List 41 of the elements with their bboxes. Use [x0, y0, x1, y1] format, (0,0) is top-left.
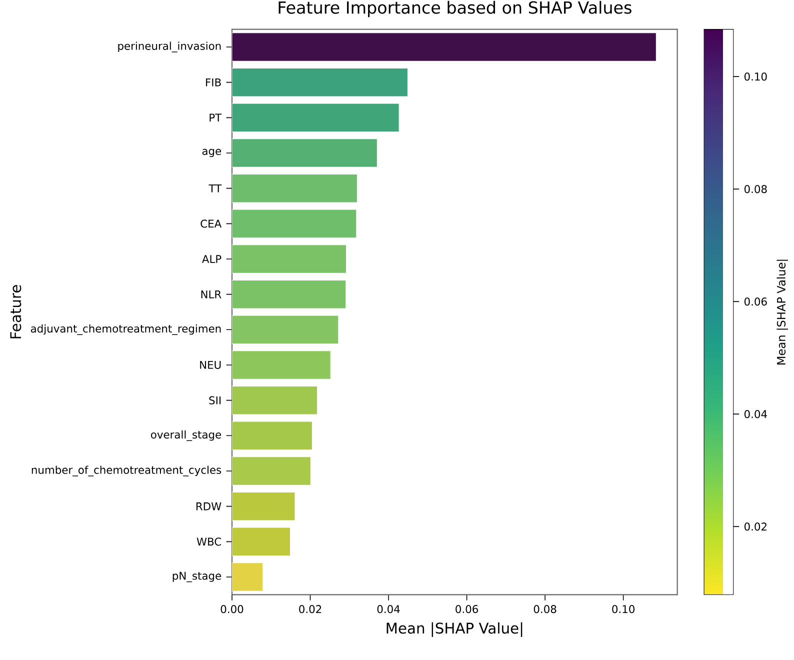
bar — [232, 68, 408, 97]
y-tick-label: number_of_chemotreatment_cycles — [32, 466, 222, 476]
y-tick-label: overall_stage — [150, 430, 222, 441]
color-bar-label: 0.04 — [744, 410, 767, 418]
x-tick-label: 0.04 — [377, 605, 400, 614]
color-bar-label: 0.10 — [744, 72, 767, 81]
x-tick-label: 0.06 — [456, 605, 478, 614]
y-tick-label: FIB — [206, 78, 221, 86]
bar — [232, 244, 347, 274]
bar — [232, 280, 346, 309]
y-tick-label: TT — [208, 184, 222, 192]
y-tick-label: adjuvant_chemotreatment_regimen — [30, 324, 221, 335]
y-tick-label: ALP — [202, 255, 222, 263]
x-tick-label: 0.02 — [299, 605, 322, 614]
x-tick-label: 0.00 — [220, 605, 244, 614]
bar — [232, 456, 311, 486]
color-bar-label: 0.08 — [744, 185, 767, 194]
y-tick-label: pN_stage — [172, 572, 222, 582]
y-axis-title: Feature — [10, 285, 22, 338]
color-bar-label: 0.02 — [744, 522, 766, 531]
bar — [232, 32, 656, 62]
bar — [232, 103, 400, 132]
bar — [232, 421, 312, 450]
chart-title: Feature Importance based on SHAP Values — [278, 0, 632, 18]
bar — [232, 562, 264, 592]
y-tick-label: PT — [210, 114, 222, 122]
y-tick-label: NLR — [201, 290, 222, 298]
y-tick-label: RDW — [196, 502, 222, 510]
bar — [232, 209, 357, 238]
color-bar-title: Mean |SHAP Value| — [776, 260, 788, 364]
x-axis-title: Mean |SHAP Value| — [386, 622, 522, 637]
x-tick-label: 0.08 — [534, 605, 556, 614]
y-tick-label: age — [202, 148, 222, 158]
bar — [232, 386, 318, 415]
color-bar-label: 0.06 — [744, 298, 767, 306]
y-tick-label: CEA — [200, 220, 222, 228]
x-tick-label: 0.10 — [612, 605, 634, 614]
y-tick-label: perineural_invasion — [118, 42, 221, 52]
y-tick-label: WBC — [196, 538, 222, 546]
y-tick-label: NEU — [200, 361, 221, 369]
y-tick-label: SII — [209, 396, 221, 404]
